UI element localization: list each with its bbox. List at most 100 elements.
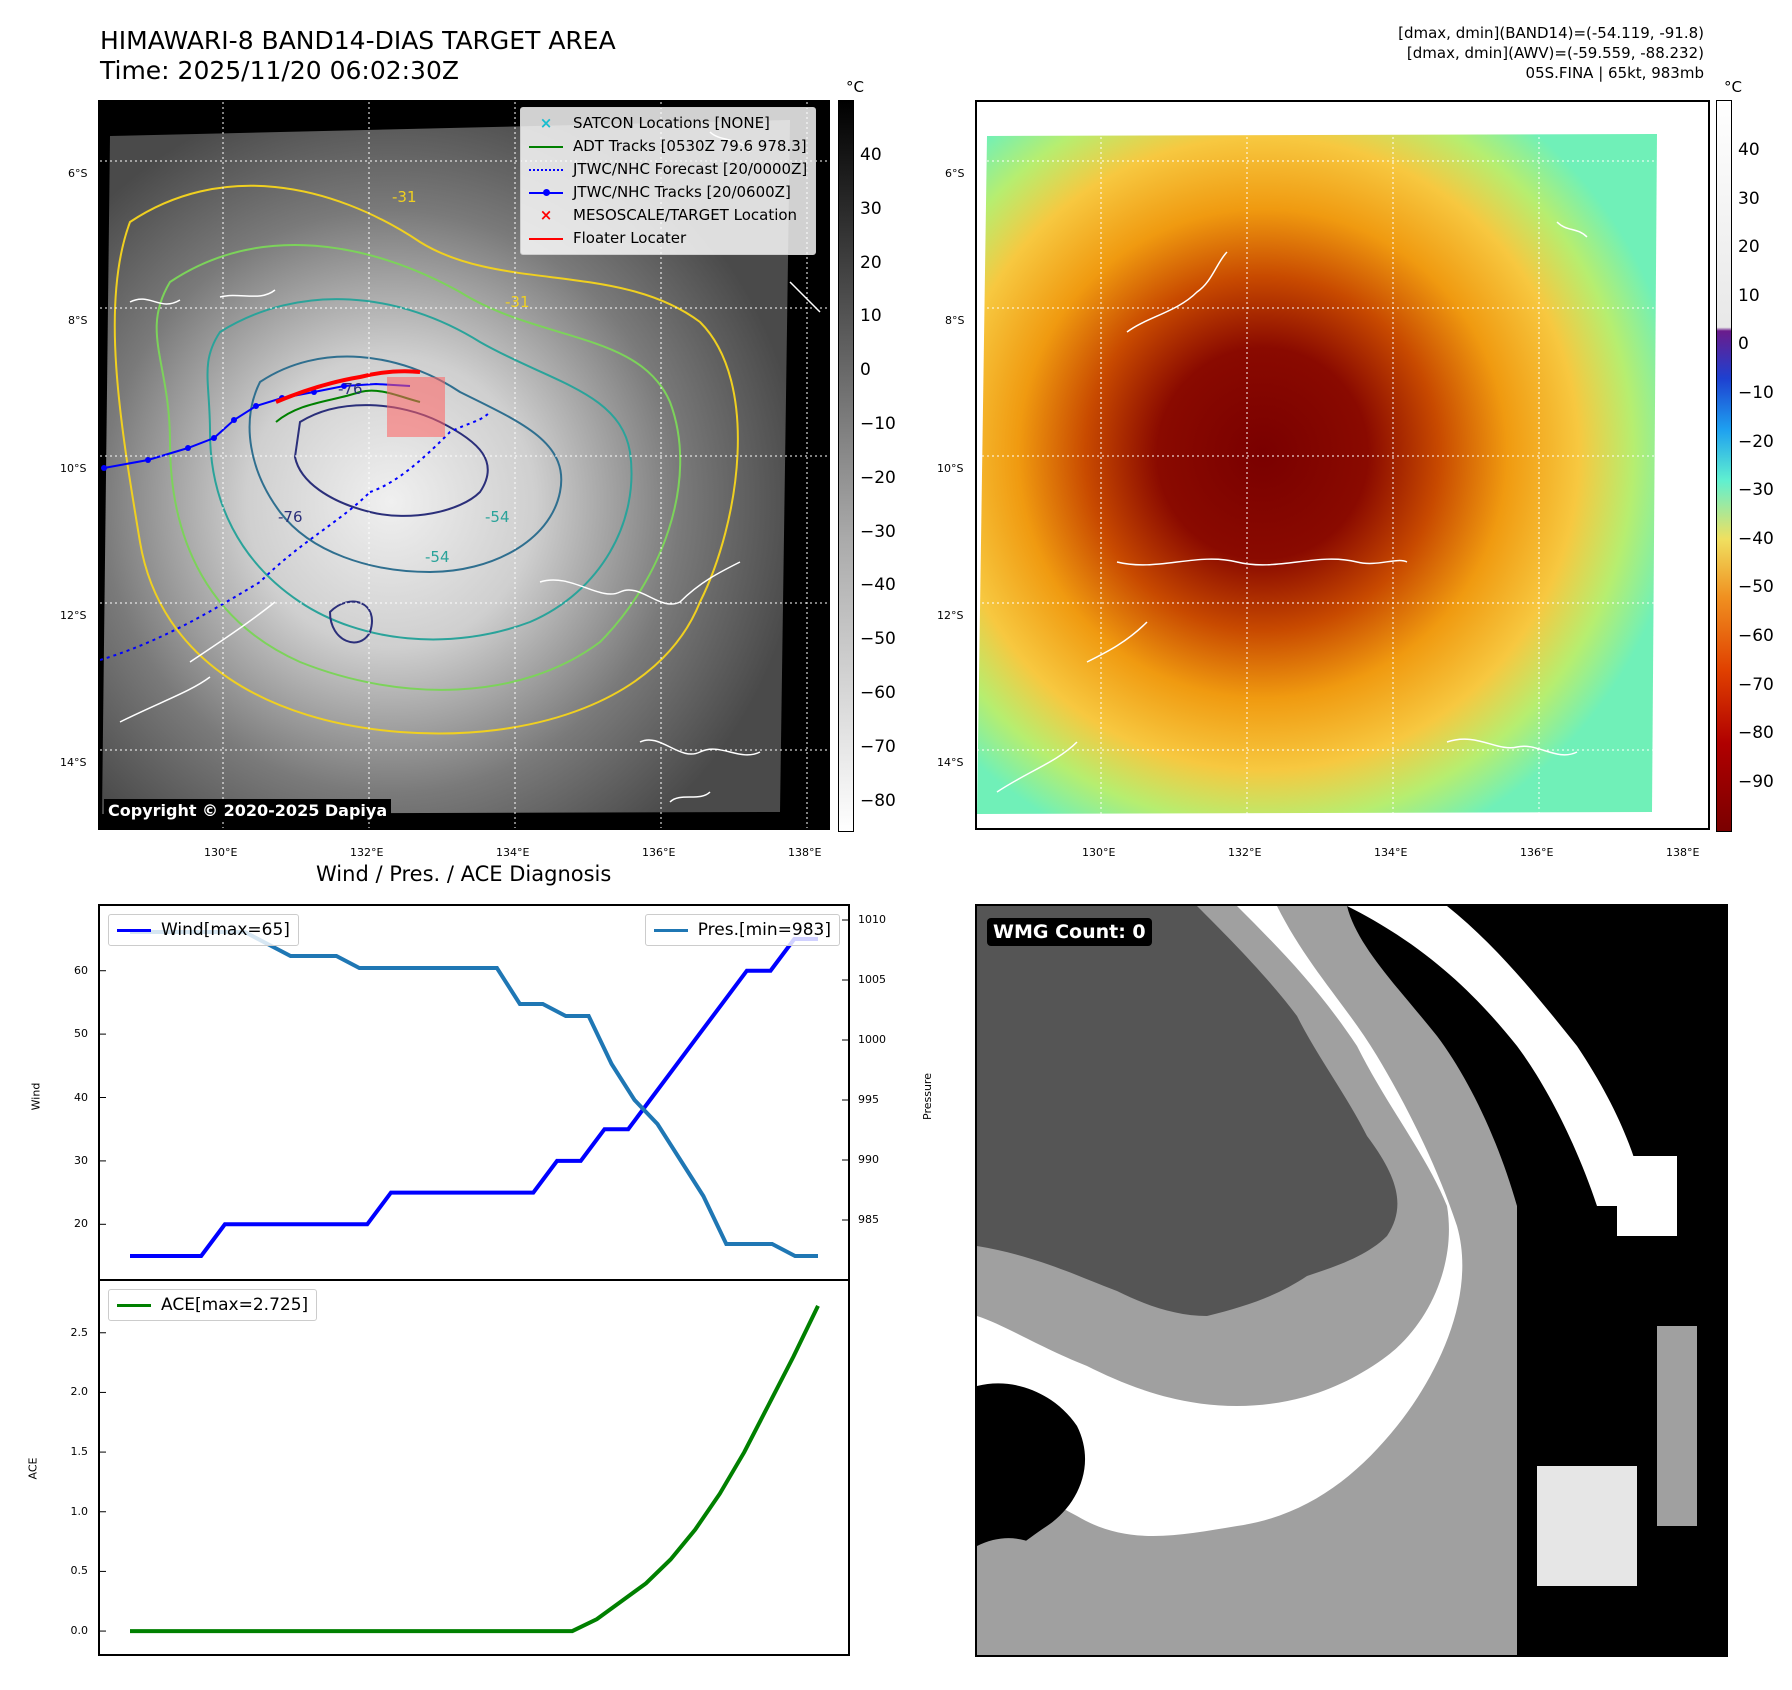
contour-label: -31 xyxy=(392,188,417,206)
satellite-ir-map: -76 -76 -54 -54 -31 -31 × SATCON Location… xyxy=(98,100,830,830)
lat-tick-label: 12°S xyxy=(937,609,964,622)
ir-colorbar-tick-label: 20 xyxy=(860,252,882,273)
dotted-line-icon xyxy=(529,168,563,171)
ace-ylabel: ACE xyxy=(26,1457,40,1480)
lon-tick-label: 132°E xyxy=(350,846,384,859)
awv-info-line3: 05S.FINA | 65kt, 983mb xyxy=(1525,64,1704,82)
awv-colorbar-tick-label: 30 xyxy=(1738,188,1760,209)
awv-colorbar-tick-label: −70 xyxy=(1738,674,1774,695)
legend-item: × MESOSCALE/TARGET Location xyxy=(529,204,807,227)
satellite-title-line2: Time: 2025/11/20 06:02:30Z xyxy=(100,56,459,85)
awv-info-line2: [dmax, dmin](AWV)=(-59.559, -88.232) xyxy=(1406,44,1704,62)
satellite-title-line1: HIMAWARI-8 BAND14-DIAS TARGET AREA xyxy=(100,26,616,55)
pressure-ylabel: Pressure xyxy=(920,1073,934,1120)
awv-colorbar xyxy=(1716,100,1732,832)
legend-item: JTWC/NHC Forecast [20/0000Z] xyxy=(529,158,807,181)
wmg-map: WMG Count: 0 xyxy=(975,904,1728,1657)
legend-item: ADT Tracks [0530Z 79.6 978.3] xyxy=(529,135,807,158)
wind-tick-label: 40 xyxy=(74,1090,88,1104)
solid-line-icon xyxy=(529,237,563,240)
pressure-tick-label: 985 xyxy=(858,1213,879,1226)
lon-tick-label: 132°E xyxy=(1228,846,1262,859)
lat-tick-label: 10°S xyxy=(60,462,87,475)
x-marker-icon: × xyxy=(539,206,553,224)
ace-tick-label: 0.5 xyxy=(70,1564,89,1578)
wind-tick-label: 30 xyxy=(74,1153,88,1167)
lat-tick-label: 14°S xyxy=(937,756,964,769)
pressure-tick-label: 1010 xyxy=(858,913,886,926)
ace-plot: ACE[max=2.725] xyxy=(98,1279,850,1656)
pressure-tick-label: 990 xyxy=(858,1153,879,1166)
ir-colorbar-tick-label: 10 xyxy=(860,306,882,327)
wmg-imagery xyxy=(977,906,1726,1655)
ir-colorbar-tick-label: 30 xyxy=(860,198,882,219)
ir-colorbar-tick-label: −30 xyxy=(860,521,896,542)
ir-imagery: -76 -76 -54 -54 -31 -31 xyxy=(100,102,828,828)
ace-legend: ACE[max=2.725] xyxy=(108,1289,318,1321)
ir-colorbar xyxy=(838,100,854,832)
contour-label: -76 xyxy=(338,380,363,398)
lon-tick-label: 130°E xyxy=(1082,846,1116,859)
x-marker-icon: × xyxy=(539,114,553,132)
lat-tick-label: 6°S xyxy=(68,167,88,180)
wind-series-line xyxy=(130,937,818,1258)
lon-tick-label: 130°E xyxy=(204,846,238,859)
lon-tick-label: 136°E xyxy=(1520,846,1554,859)
legend-item: JTWC/NHC Tracks [20/0600Z] xyxy=(529,181,807,204)
awv-colorbar-tick-label: 40 xyxy=(1738,140,1760,160)
awv-colorbar-unit: °C xyxy=(1724,78,1742,96)
awv-map xyxy=(975,100,1710,830)
awv-colorbar-tick-label: −60 xyxy=(1738,626,1774,646)
awv-colorbar-tick-label: −10 xyxy=(1738,383,1774,403)
ace-tick-label: 2.0 xyxy=(70,1385,89,1399)
ir-colorbar-tick-label: −70 xyxy=(860,736,896,757)
ir-colorbar-unit: °C xyxy=(846,78,864,96)
lat-tick-label: 6°S xyxy=(945,167,965,180)
ace-tick-label: 2.5 xyxy=(70,1325,89,1339)
lon-tick-label: 138°E xyxy=(1666,846,1700,859)
ir-colorbar-tick-label: 0 xyxy=(860,360,871,381)
wind-legend: Wind[max=65] xyxy=(108,914,299,946)
wind-tick-label: 20 xyxy=(74,1217,88,1231)
wind-pressure-svg xyxy=(100,919,848,1258)
copyright-label: Copyright © 2020-2025 Dapiya xyxy=(104,799,392,822)
wind-pressure-plot: Wind[max=65] Pres.[min=983] xyxy=(98,904,850,1281)
awv-colorbar-tick-label: −30 xyxy=(1738,480,1774,501)
ace-tick-label: 1.5 xyxy=(70,1445,89,1459)
awv-colorbar-tick-label: −90 xyxy=(1738,771,1774,792)
legend-item: Floater Locater xyxy=(529,227,807,250)
lat-tick-label: 10°S xyxy=(937,462,964,475)
lon-tick-label: 134°E xyxy=(1374,846,1408,859)
pressure-legend: Pres.[min=983] xyxy=(644,914,840,946)
ir-colorbar-tick-label: −50 xyxy=(860,629,896,650)
ir-colorbar-tick-label: −40 xyxy=(860,575,896,596)
awv-colorbar-tick-label: −40 xyxy=(1738,528,1774,549)
wind-tick-label: 60 xyxy=(74,963,88,977)
pressure-tick-label: 995 xyxy=(858,1093,879,1106)
ace-svg xyxy=(100,1305,820,1634)
ir-colorbar-tick-label: −60 xyxy=(860,683,896,703)
wind-tick-label: 50 xyxy=(74,1027,88,1041)
awv-colorbar-tick-label: 10 xyxy=(1738,285,1760,306)
satellite-legend: × SATCON Locations [NONE] ADT Tracks [053… xyxy=(520,107,817,255)
awv-colorbar-tick-label: −50 xyxy=(1738,577,1774,598)
line-swatch-icon xyxy=(117,928,151,932)
lat-tick-label: 8°S xyxy=(945,314,965,327)
pressure-tick-label: 1005 xyxy=(858,973,886,986)
pressure-series-line xyxy=(130,930,818,1258)
contour-label: -54 xyxy=(485,508,510,526)
awv-info-line1: [dmax, dmin](BAND14)=(-54.119, -91.8) xyxy=(1398,24,1704,42)
pressure-tick-label: 1000 xyxy=(858,1033,886,1046)
line-swatch-icon xyxy=(117,1303,151,1307)
ace-tick-label: 1.0 xyxy=(70,1504,89,1518)
awv-colorbar-tick-label: 20 xyxy=(1738,237,1760,258)
lon-tick-label: 138°E xyxy=(788,846,822,859)
lat-tick-label: 8°S xyxy=(68,314,88,327)
ace-series-line xyxy=(130,1305,820,1634)
ir-colorbar-tick-label: −10 xyxy=(860,414,896,434)
ir-colorbar-tick-label: −80 xyxy=(860,790,896,811)
diagnosis-title: Wind / Pres. / ACE Diagnosis xyxy=(316,862,612,886)
legend-item: × SATCON Locations [NONE] xyxy=(529,112,807,135)
contour-label: -54 xyxy=(425,548,450,566)
lat-tick-label: 12°S xyxy=(60,609,87,622)
